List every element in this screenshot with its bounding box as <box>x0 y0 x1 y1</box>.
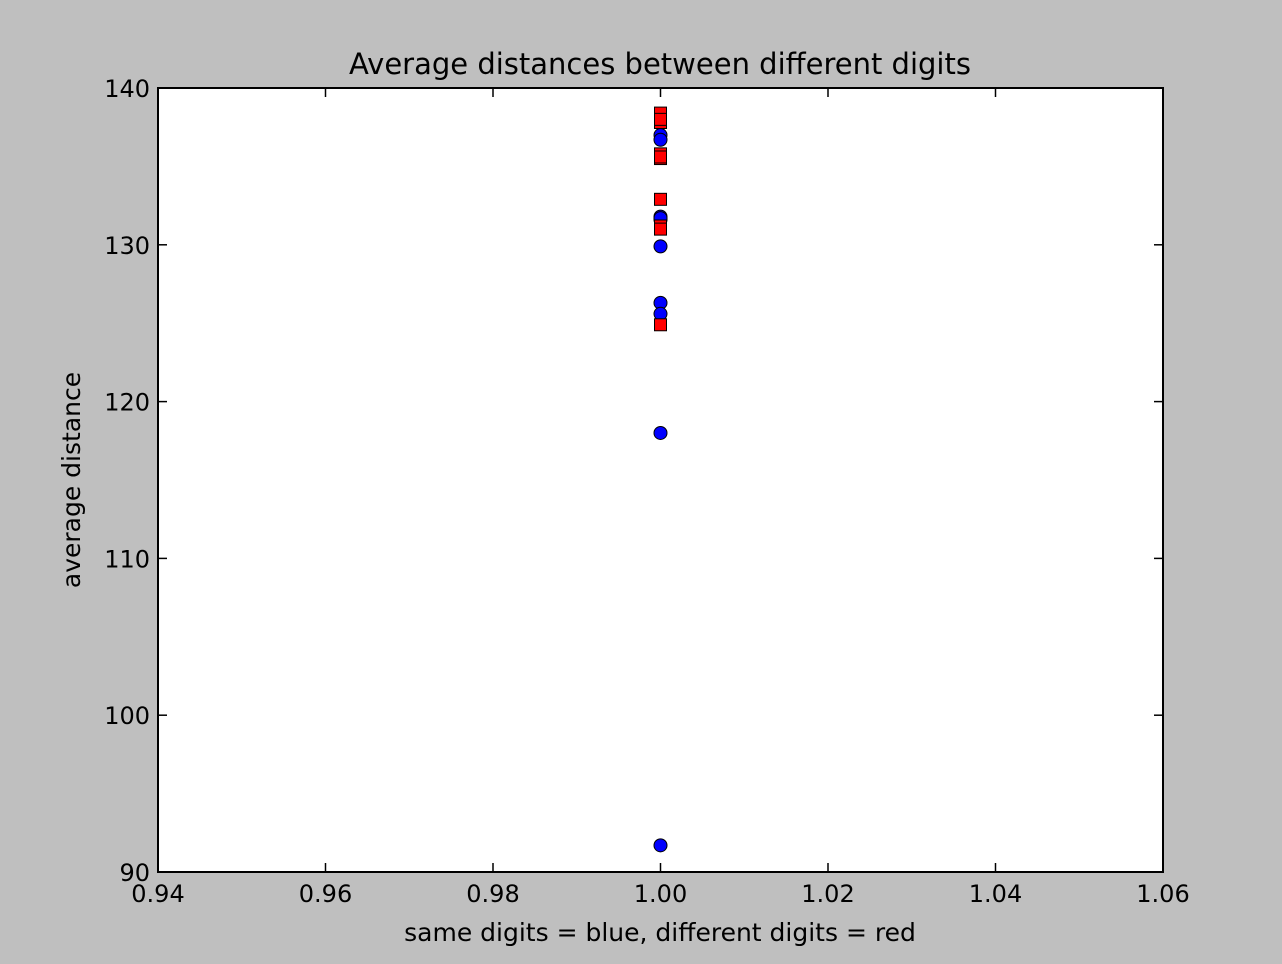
y-axis-label: average distance <box>57 372 86 588</box>
y-tick-label: 90 <box>119 859 150 887</box>
y-tick-label: 120 <box>104 389 150 417</box>
x-tick-label: 1.06 <box>1136 880 1189 908</box>
y-tick-label: 140 <box>104 75 150 103</box>
data-point-blue-circle <box>653 838 668 853</box>
data-point-blue-circle <box>653 425 668 440</box>
data-point-blue-circle <box>653 132 668 147</box>
x-tick-label: 1.00 <box>634 880 687 908</box>
data-point-red-square <box>654 150 667 164</box>
data-point-red-square <box>654 222 667 236</box>
x-axis-label: same digits = blue, different digits = r… <box>404 918 916 947</box>
data-point-red-square <box>654 112 667 126</box>
y-tick-label: 130 <box>104 232 150 260</box>
x-tick-label: 0.96 <box>299 880 352 908</box>
chart-title: Average distances between different digi… <box>349 47 971 81</box>
data-marks <box>653 106 668 853</box>
x-tick-label: 1.02 <box>801 880 854 908</box>
x-tick-label: 0.94 <box>131 880 184 908</box>
y-tick-label: 100 <box>104 702 150 730</box>
data-point-red-square <box>654 192 667 206</box>
y-tick-label: 110 <box>104 545 150 573</box>
data-point-red-square <box>654 318 667 332</box>
x-tick-label: 1.04 <box>969 880 1022 908</box>
data-point-blue-circle <box>653 239 668 254</box>
plot-frame <box>157 87 1164 873</box>
tick-labels: 0.94 0.96 0.98 1.00 1.02 1.04 1.06 90 100 110 120 1… <box>104 75 1190 908</box>
x-tick-label: 0.98 <box>466 880 519 908</box>
